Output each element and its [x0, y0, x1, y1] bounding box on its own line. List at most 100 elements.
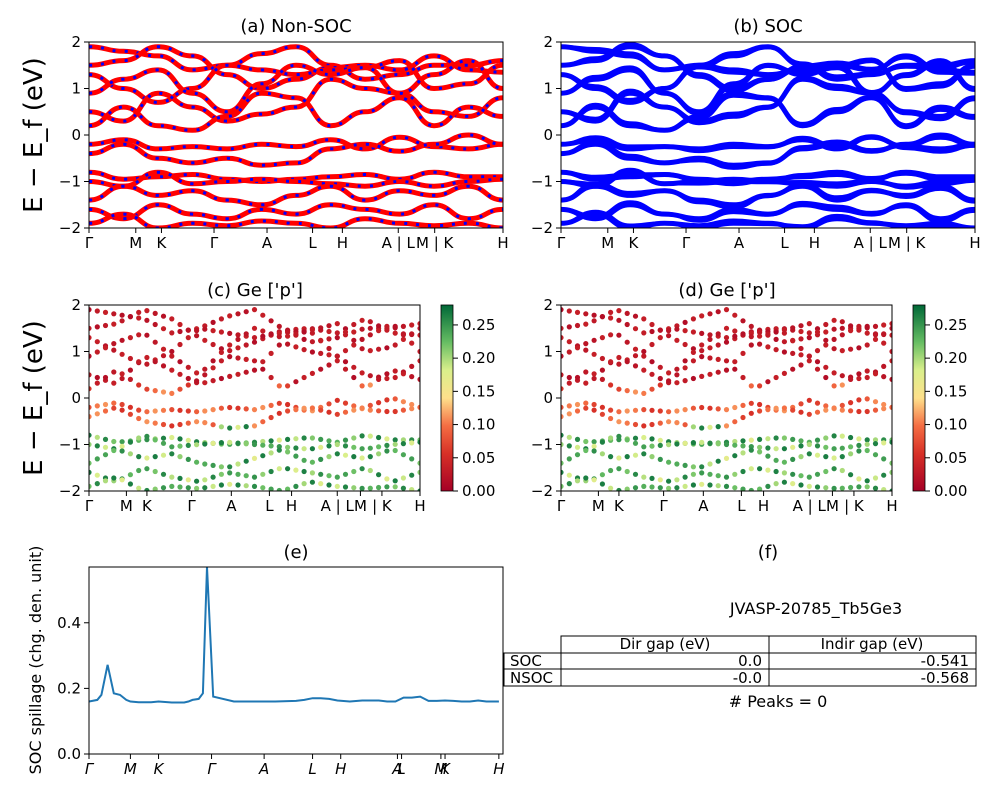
projection-point	[561, 307, 564, 313]
projection-point	[392, 447, 398, 454]
projection-point	[160, 363, 167, 369]
projection-point	[674, 477, 680, 483]
projection-point	[177, 436, 183, 442]
projection-point	[641, 390, 647, 396]
projection-point	[384, 448, 390, 454]
band-line-spin-down	[89, 184, 503, 207]
projection-point	[707, 471, 713, 477]
projection-point	[185, 485, 191, 491]
projection-point	[119, 375, 125, 382]
projection-point	[367, 407, 373, 413]
projection-point	[127, 439, 133, 445]
projection-point	[218, 464, 224, 470]
projection-point	[359, 466, 365, 472]
projection-point	[409, 340, 415, 346]
projection-point	[872, 323, 879, 329]
projection-point	[293, 407, 299, 413]
projection-point	[574, 444, 581, 450]
projection-point	[790, 338, 796, 344]
band-line	[89, 44, 503, 82]
projection-point	[723, 441, 730, 448]
projection-point	[342, 366, 349, 372]
projection-point	[641, 316, 647, 322]
projection-point	[881, 374, 887, 380]
projection-point	[616, 455, 622, 461]
projection-point	[715, 309, 721, 315]
projection-point	[864, 330, 870, 336]
projection-point	[94, 349, 100, 355]
projection-point	[798, 454, 804, 460]
projection-point	[566, 443, 572, 449]
x-tick-label: M	[826, 497, 839, 515]
projection-point	[227, 313, 233, 319]
projection-point	[136, 415, 142, 422]
x-tick-label: A | L	[793, 497, 827, 515]
projection-point	[235, 332, 241, 338]
projection-point	[400, 485, 406, 491]
projection-point	[89, 432, 92, 438]
projection-point	[682, 474, 688, 480]
projection-point	[334, 335, 340, 341]
projection-point	[177, 407, 183, 413]
band-line	[561, 44, 975, 79]
projection-point	[889, 469, 892, 475]
projection-point	[144, 409, 150, 415]
projection-point	[690, 471, 697, 477]
y-tick-label: −2	[59, 219, 81, 237]
projection-point	[806, 321, 812, 327]
projection-point	[591, 371, 597, 377]
projection-point	[707, 336, 713, 342]
projection-point	[616, 317, 622, 323]
projection-point	[872, 407, 879, 413]
projection-point	[599, 376, 606, 382]
projection-point	[417, 332, 420, 338]
projection-point	[177, 475, 183, 481]
projection-point	[674, 461, 680, 467]
spillage-line	[89, 567, 499, 704]
projection-point	[561, 432, 564, 438]
projection-point	[699, 439, 705, 445]
projection-point	[102, 309, 109, 315]
projection-point	[326, 401, 332, 407]
projection-point	[740, 468, 746, 475]
x-tick-label: M	[120, 497, 133, 515]
projection-point	[732, 442, 738, 448]
projection-point	[641, 444, 647, 450]
title-a: (a) Non-SOC	[240, 16, 351, 37]
projection-point	[376, 376, 382, 382]
projection-point	[334, 397, 340, 403]
projection-point	[136, 309, 142, 315]
projection-point	[732, 328, 738, 334]
projection-point	[574, 478, 581, 484]
projection-point	[881, 340, 887, 346]
projection-point	[318, 471, 324, 477]
projection-point	[194, 370, 200, 376]
projection-point	[814, 484, 821, 490]
projection-point	[235, 471, 241, 477]
projection-point	[293, 453, 299, 459]
panel-e-spillage: 0.00.20.4Γ M K Γ A L H AL MK H	[57, 566, 505, 778]
x-tick-label: L	[265, 497, 274, 515]
projection-point	[169, 451, 175, 457]
projection-point	[781, 479, 788, 485]
projection-point	[227, 373, 233, 379]
projection-point	[723, 307, 730, 313]
projection-point	[624, 408, 630, 414]
projection-point	[285, 341, 291, 347]
projection-point	[823, 435, 829, 441]
projection-point	[160, 353, 167, 359]
projection-point	[583, 400, 589, 406]
y-tick-label: 2	[543, 296, 553, 314]
projection-point	[806, 451, 812, 457]
projection-point	[881, 363, 887, 369]
projection-point	[235, 482, 241, 488]
x-tick-label: Γ	[210, 234, 219, 252]
projection-point	[417, 460, 420, 466]
projection-point	[657, 437, 663, 443]
projection-point	[392, 408, 398, 415]
projection-point	[342, 471, 349, 477]
projection-point	[566, 324, 572, 330]
projection-point	[194, 478, 200, 484]
projection-point	[773, 435, 779, 441]
projection-point	[790, 471, 796, 477]
